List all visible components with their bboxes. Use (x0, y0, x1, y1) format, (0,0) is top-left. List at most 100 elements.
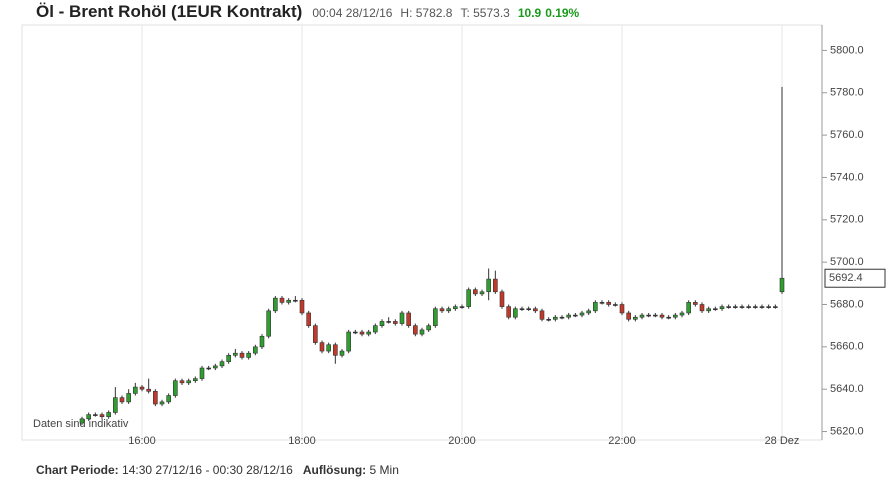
candle-body (386, 321, 391, 323)
candle-body (699, 304, 705, 312)
candle-body (439, 308, 445, 312)
resolution: 5 Min (369, 463, 399, 477)
header: Öl - Brent Rohöl (1EUR Kontrakt) 00:04 28… (0, 2, 583, 24)
candle-body (706, 308, 711, 312)
candle-body (379, 321, 385, 326)
candle-body (713, 308, 718, 311)
x-tick-label: 16:00 (128, 435, 156, 447)
candle-body (139, 386, 145, 390)
candle-body (213, 365, 218, 369)
candle-body (93, 414, 98, 416)
candle-body (126, 393, 131, 403)
resolution-label: Auflösung: (302, 463, 367, 477)
candle-body (753, 306, 758, 308)
candle-body (579, 312, 585, 316)
candle-body (339, 350, 345, 356)
candle-body (79, 418, 85, 424)
candle-body (333, 344, 338, 356)
candle-body (493, 278, 498, 293)
y-tick-label: 5760.0 (830, 129, 864, 141)
candle-body (666, 316, 671, 319)
candle-body (539, 310, 545, 320)
candle-body (173, 380, 178, 396)
candle-body (273, 297, 278, 312)
candle-body (299, 299, 305, 314)
candle-body (446, 308, 451, 312)
candle-body (626, 312, 631, 320)
candle-body (639, 314, 645, 318)
x-tick-label: 22:00 (608, 435, 636, 447)
period-label: Chart Periode: (36, 463, 119, 477)
y-tick-label: 5680.0 (830, 298, 864, 310)
high: H: 5782.8 (400, 6, 453, 20)
candle-body (593, 302, 598, 312)
candle-body (653, 314, 658, 317)
candle-body (413, 325, 418, 335)
title: Öl - Brent Rohöl (1EUR Kontrakt) (36, 2, 303, 21)
candle-body (633, 316, 638, 320)
candle-body (186, 380, 191, 384)
chart: 16:00 18:00 20:00 22:00 28 Dez 5620.0 5640.0 56… (21, 24, 886, 447)
candle-body (513, 308, 518, 318)
candle-body (99, 414, 105, 418)
candle-body (453, 306, 458, 310)
y-tick-label: 5800.0 (830, 44, 864, 56)
candle-body (199, 367, 205, 379)
candle-body (366, 331, 371, 335)
candle-body (526, 308, 531, 311)
plot-area (21, 24, 823, 441)
y-tick-label: 5620.0 (830, 425, 864, 437)
candle-body (766, 306, 771, 308)
last-price-box (824, 268, 886, 288)
candle-body (179, 380, 185, 384)
change-pct: 0.19% (545, 6, 580, 20)
candle-body (426, 325, 431, 331)
candle-body (619, 304, 625, 314)
candle-body (479, 291, 485, 295)
candle-body (166, 395, 171, 403)
candle-body (353, 331, 358, 334)
candle-body (586, 310, 591, 314)
last-price: 5692.4 (829, 272, 863, 284)
candle-body (159, 401, 165, 405)
y-tick-label: 5700.0 (830, 256, 864, 268)
candle-body (86, 414, 91, 420)
candle-body (233, 352, 238, 356)
candle-body (559, 316, 565, 319)
candle-body (473, 289, 478, 295)
candle-body (779, 277, 785, 293)
period: 14:30 27/12/16 - 00:30 28/12/16 (122, 463, 293, 477)
candle-body (719, 306, 725, 310)
candle-body (393, 321, 398, 324)
candle-body (739, 306, 745, 308)
candle-body (566, 314, 571, 318)
x-tick-label: 20:00 (448, 435, 476, 447)
candle-body (679, 312, 685, 316)
candle-body (553, 316, 558, 320)
x-tick-label: 18:00 (288, 435, 316, 447)
candle-body (239, 352, 245, 358)
candle-body (459, 306, 465, 308)
candle-body (733, 306, 738, 308)
candle-body (293, 299, 298, 302)
y-tick-label: 5640.0 (830, 383, 864, 395)
candle-body (773, 306, 778, 308)
candle-body (399, 312, 405, 324)
y-tick-label: 5780.0 (830, 87, 864, 99)
candle-body (373, 325, 378, 333)
candle-body (193, 378, 198, 382)
y-tick-label: 5740.0 (830, 171, 864, 183)
candle-body (646, 314, 651, 317)
candle-body (466, 289, 471, 307)
candle-body (606, 302, 611, 305)
candle-body (306, 312, 311, 326)
candle-body (686, 302, 691, 314)
candle-body (286, 299, 291, 303)
candle-body (759, 306, 765, 308)
candle-body (133, 386, 138, 394)
candle-body (279, 297, 285, 303)
candle-body (433, 308, 438, 326)
candle-body (573, 314, 578, 317)
candle-body (659, 314, 665, 318)
